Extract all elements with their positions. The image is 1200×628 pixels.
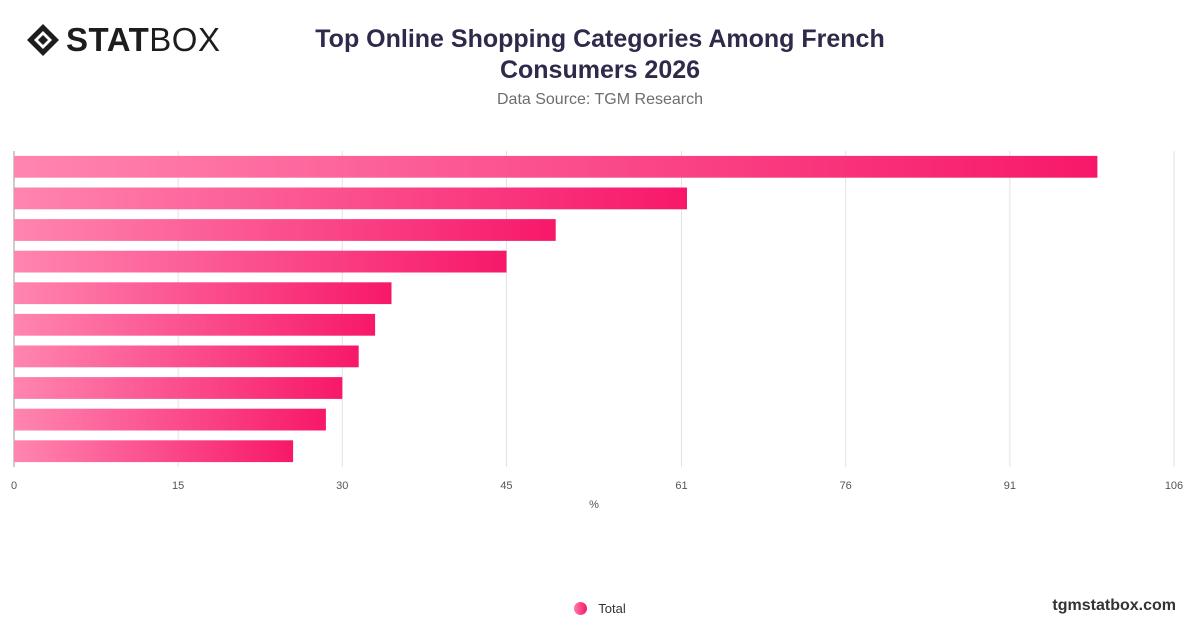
chart-legend[interactable]: Total [0, 601, 1200, 616]
bar[interactable] [14, 377, 343, 399]
bar-chart: 0 15 30 45 61 76 91 106 % [11, 151, 1183, 511]
x-tick-label: 91 [1004, 480, 1016, 492]
source-website: tgmstatbox.com [1052, 597, 1176, 614]
chart-subtitle: Data Source: TGM Research [496, 91, 703, 108]
x-tick-label: 76 [840, 480, 852, 492]
x-tick-label: 106 [1165, 480, 1183, 492]
x-tick-label: 61 [675, 480, 687, 492]
bar[interactable] [14, 187, 687, 210]
bar[interactable] [14, 250, 507, 273]
logo-light-text: BOX [149, 21, 221, 58]
bar[interactable] [14, 440, 294, 463]
bar[interactable] [14, 282, 392, 305]
statbox-logo: STATBOX [26, 22, 220, 58]
statbox-diamond-icon [27, 24, 59, 56]
legend-label: Total [598, 601, 626, 616]
chart-title: Top Online Shopping Categories Among Fre… [315, 25, 885, 84]
bar[interactable] [14, 155, 1098, 178]
bar[interactable] [14, 313, 376, 336]
x-axis-label: % [589, 499, 599, 511]
bar[interactable] [14, 345, 359, 368]
logo-bold-text: STAT [66, 21, 150, 58]
bar[interactable] [14, 408, 326, 431]
x-tick-label: 0 [11, 480, 17, 492]
x-tick-label: 30 [336, 480, 348, 492]
x-tick-label: 15 [172, 480, 184, 492]
x-tick-label: 45 [500, 480, 512, 492]
legend-marker [574, 602, 588, 615]
logo-wordmark: STATBOX [66, 22, 220, 58]
bar[interactable] [14, 219, 556, 241]
